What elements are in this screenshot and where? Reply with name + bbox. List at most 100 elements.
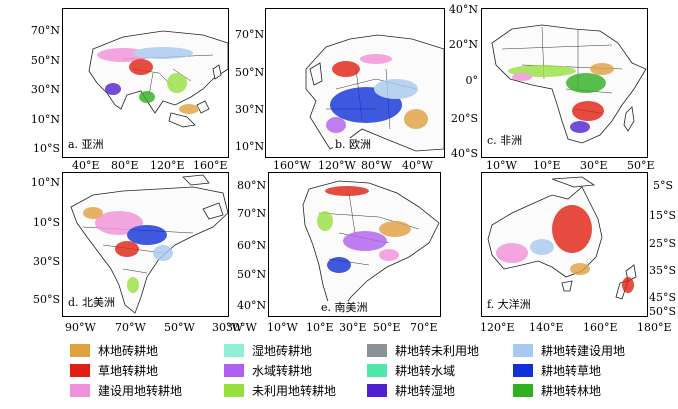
legend-swatch xyxy=(513,363,533,377)
lon-tick: 70°W xyxy=(115,321,146,334)
lat-tick: 15°S xyxy=(649,209,677,222)
lon-tick: 10°W xyxy=(267,321,298,334)
lat-tick: 35°S xyxy=(649,264,677,277)
europe-map xyxy=(305,34,444,152)
lon-tick: 180°E xyxy=(637,321,672,334)
lat-tick: 30°N xyxy=(235,103,265,116)
legend-swatch xyxy=(70,383,90,397)
map-panel-europe: b. 欧洲 xyxy=(265,8,445,158)
lat-tick: 50°S xyxy=(649,305,677,318)
lon-tick: 30°E xyxy=(339,321,367,334)
lon-tick: 160°E xyxy=(193,159,228,172)
legend-swatch xyxy=(70,343,90,357)
lon-tick: 50°E xyxy=(373,321,401,334)
lat-tick: 60°N xyxy=(237,239,267,252)
lon-tick: 50°W xyxy=(164,321,195,334)
asia-islands xyxy=(168,64,222,128)
lon-tick: 160°E xyxy=(583,321,618,334)
lat-tick: 80°N xyxy=(237,179,267,192)
africa-borders xyxy=(501,26,623,114)
new-guinea xyxy=(551,176,596,188)
legend-label: 耕地转草地 xyxy=(541,363,602,378)
legend-item: 耕地转未利用地 xyxy=(367,342,479,358)
lat-tick: 20°S xyxy=(450,112,478,125)
lat-tick: 50°N xyxy=(235,66,265,79)
map-panel-north-america: d. 北美洲 xyxy=(62,172,229,317)
oceania-map xyxy=(487,176,637,300)
north-america-islands xyxy=(182,174,224,220)
south-america-change-patches xyxy=(317,186,411,273)
legend-item: 耕地转建设用地 xyxy=(513,342,625,358)
asia-change-patches xyxy=(97,47,199,114)
legend-item: 耕地转湿地 xyxy=(367,382,455,398)
lat-tick: 30°N xyxy=(30,83,60,96)
lon-tick: 70°E xyxy=(410,321,438,334)
lon-tick: 80°E xyxy=(111,159,139,172)
legend-label: 耕地转未利用地 xyxy=(395,343,480,358)
lat-tick: 10°N xyxy=(30,113,60,126)
map-panel-asia: a. 亚洲 xyxy=(62,8,229,158)
lon-tick: 40°E xyxy=(72,159,100,172)
asia-map xyxy=(88,30,228,128)
legend-label: 未利用地转耕地 xyxy=(252,383,337,398)
panel-label-africa: c. 非洲 xyxy=(485,134,525,147)
legend-swatch xyxy=(224,343,244,357)
legend-label: 耕地转建设用地 xyxy=(541,343,626,358)
legend-item: 耕地转水域 xyxy=(367,362,455,378)
europe-uk xyxy=(309,62,323,86)
lat-tick: 5°S xyxy=(653,179,674,192)
legend-item: 未利用地转耕地 xyxy=(224,382,336,398)
lat-tick: 70°N xyxy=(237,207,267,220)
panel-label-asia: a. 亚洲 xyxy=(66,138,106,151)
lat-tick: 50°S xyxy=(32,293,60,306)
lat-tick: 30°S xyxy=(32,255,60,268)
lat-tick: 70°N xyxy=(235,28,265,41)
legend-swatch xyxy=(367,343,387,357)
lon-tick: 140°E xyxy=(529,321,564,334)
lat-tick: 0° xyxy=(465,74,479,87)
lat-tick: 10°N xyxy=(30,176,60,189)
lat-tick: 40°N xyxy=(448,3,478,16)
panel-label-south-america: e. 南美洲 xyxy=(319,301,370,314)
lon-tick: 30°W xyxy=(226,321,257,334)
africa-madagascar xyxy=(623,106,635,132)
south-america-map xyxy=(302,180,440,314)
legend-item: 耕地转林地 xyxy=(513,382,601,398)
legend-label: 建设用地转耕地 xyxy=(98,383,183,398)
lat-tick: 50°N xyxy=(30,54,60,67)
legend-label: 水域转耕地 xyxy=(252,363,313,378)
panel-label-north-america: d. 北美洲 xyxy=(66,296,118,309)
oceania-change-patches xyxy=(496,205,634,293)
lon-tick: 50°E xyxy=(627,159,655,172)
lon-tick: 120°E xyxy=(150,159,185,172)
legend-label: 草地转耕地 xyxy=(98,363,159,378)
legend-label: 耕地转湿地 xyxy=(395,383,456,398)
north-america-landmass xyxy=(70,186,228,314)
panel-label-oceania: f. 大洋洲 xyxy=(485,298,533,311)
lon-tick: 40°W xyxy=(402,159,433,172)
legend-label: 耕地转林地 xyxy=(541,383,602,398)
lon-tick: 10°W xyxy=(486,159,517,172)
lat-tick: 40°N xyxy=(237,299,267,312)
lon-tick: 80°W xyxy=(361,159,392,172)
map-panel-oceania: f. 大洋洲 xyxy=(481,172,648,317)
lat-tick: 20°N xyxy=(448,38,478,51)
panel-label-europe: b. 欧洲 xyxy=(333,138,374,151)
africa-map xyxy=(491,24,647,144)
lat-tick: 50°N xyxy=(237,268,267,281)
map-panel-africa: c. 非洲 xyxy=(481,8,648,158)
lat-tick: 10°S xyxy=(32,216,60,229)
lat-tick: 10°N xyxy=(235,140,265,153)
legend-swatch xyxy=(224,383,244,397)
legend-swatch xyxy=(70,363,90,377)
lon-tick: 10°E xyxy=(533,159,561,172)
legend-swatch xyxy=(513,383,533,397)
lat-tick: 45°S xyxy=(649,291,677,304)
lon-tick: 90°W xyxy=(65,321,96,334)
legend-item: 林地砖耕地 xyxy=(70,342,158,358)
lon-tick: 10°E xyxy=(306,321,334,334)
legend-swatch xyxy=(367,383,387,397)
legend-item: 湿地砖耕地 xyxy=(224,342,312,358)
legend-item: 建设用地转耕地 xyxy=(70,382,182,398)
legend-label: 湿地砖耕地 xyxy=(252,343,313,358)
